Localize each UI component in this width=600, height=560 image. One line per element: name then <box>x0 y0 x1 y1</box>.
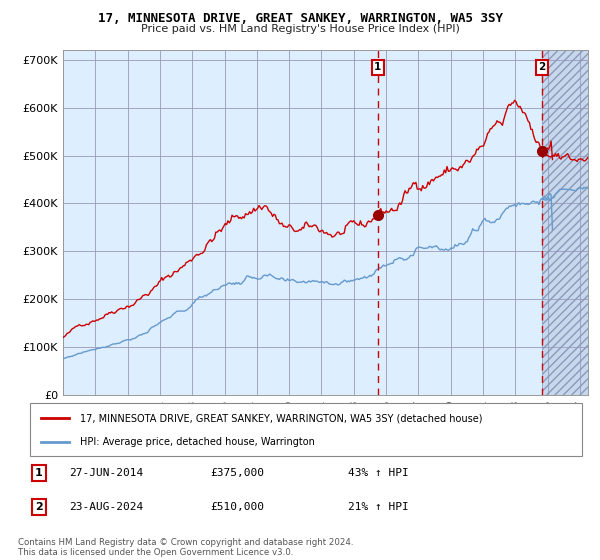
Text: £375,000: £375,000 <box>210 468 264 478</box>
Text: 1: 1 <box>35 468 43 478</box>
Text: 17, MINNESOTA DRIVE, GREAT SANKEY, WARRINGTON, WA5 3SY (detached house): 17, MINNESOTA DRIVE, GREAT SANKEY, WARRI… <box>80 413 482 423</box>
Text: 17, MINNESOTA DRIVE, GREAT SANKEY, WARRINGTON, WA5 3SY: 17, MINNESOTA DRIVE, GREAT SANKEY, WARRI… <box>97 12 503 25</box>
Text: Price paid vs. HM Land Registry's House Price Index (HPI): Price paid vs. HM Land Registry's House … <box>140 24 460 34</box>
Text: Contains HM Land Registry data © Crown copyright and database right 2024.
This d: Contains HM Land Registry data © Crown c… <box>18 538 353 557</box>
Text: 21% ↑ HPI: 21% ↑ HPI <box>348 502 409 512</box>
Bar <box>542 50 588 395</box>
FancyBboxPatch shape <box>30 403 582 456</box>
Text: 1: 1 <box>374 63 382 72</box>
Text: £510,000: £510,000 <box>210 502 264 512</box>
Text: 2: 2 <box>538 63 545 72</box>
Text: 43% ↑ HPI: 43% ↑ HPI <box>348 468 409 478</box>
Text: 23-AUG-2024: 23-AUG-2024 <box>69 502 143 512</box>
Text: 2: 2 <box>35 502 43 512</box>
Bar <box>542 50 588 395</box>
Text: HPI: Average price, detached house, Warrington: HPI: Average price, detached house, Warr… <box>80 436 314 446</box>
Text: 27-JUN-2014: 27-JUN-2014 <box>69 468 143 478</box>
